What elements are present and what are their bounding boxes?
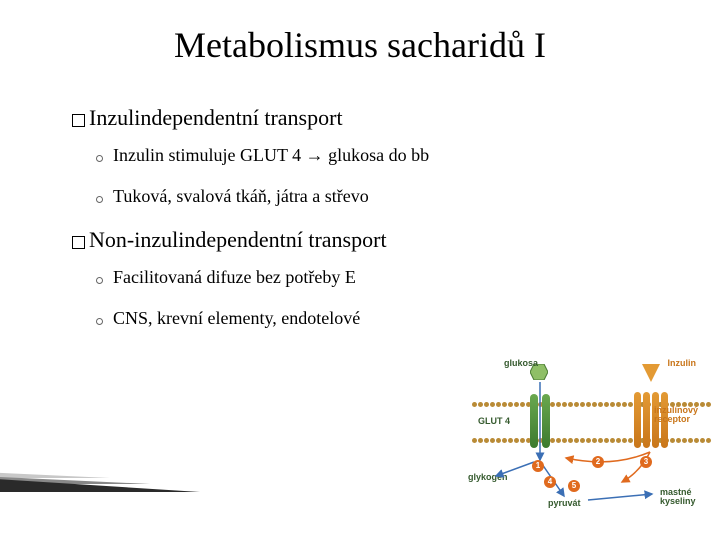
slide-title: Metabolismus sacharidů I <box>0 24 720 66</box>
diagram-arrows <box>472 360 702 510</box>
sub-bullet: Tuková, svalová tkáň, játra a střevo <box>96 186 632 207</box>
sub-bullet-icon <box>96 277 103 284</box>
sub-text: Facilitovaná difuze bez potřeby E <box>113 267 356 288</box>
step-2: 2 <box>592 456 604 468</box>
step-1: 1 <box>532 460 544 472</box>
slide-body: Inzulin dependentní transport Inzulin st… <box>72 105 632 349</box>
sub-bullet-icon <box>96 196 103 203</box>
decorative-wedge <box>0 466 220 492</box>
sub-bullet-icon <box>96 155 103 162</box>
checkbox-icon <box>72 114 85 127</box>
bullet-text: Non-inzulin <box>89 227 195 253</box>
checkbox-icon <box>72 236 85 249</box>
sub-text: Tuková, svalová tkáň, játra a střevo <box>113 186 369 207</box>
bullet-text-rest: dependentní transport <box>195 227 386 253</box>
bullet-text-rest: dependentní transport <box>151 105 342 131</box>
sub-text: CNS, krevní elementy, endotelové <box>113 308 360 329</box>
sub-text: Inzulin stimuluje GLUT 4 → glukosa do bb <box>113 145 429 166</box>
sub-bullet: CNS, krevní elementy, endotelové <box>96 308 632 329</box>
step-5: 5 <box>568 480 580 492</box>
sub-bullet-icon <box>96 318 103 325</box>
bullet-text: Inzulin <box>89 105 151 131</box>
step-3: 3 <box>640 456 652 468</box>
sub-bullet: Inzulin stimuluje GLUT 4 → glukosa do bb <box>96 145 632 166</box>
bullet-non-inzulin: Non-inzulin dependentní transport <box>72 227 632 253</box>
sub-bullet: Facilitovaná difuze bez potřeby E <box>96 267 632 288</box>
step-4: 4 <box>544 476 556 488</box>
bullet-inzulin: Inzulin dependentní transport <box>72 105 632 131</box>
glut4-diagram: glukosa GLUT 4 Inzulin inzulínový recept… <box>472 360 702 510</box>
